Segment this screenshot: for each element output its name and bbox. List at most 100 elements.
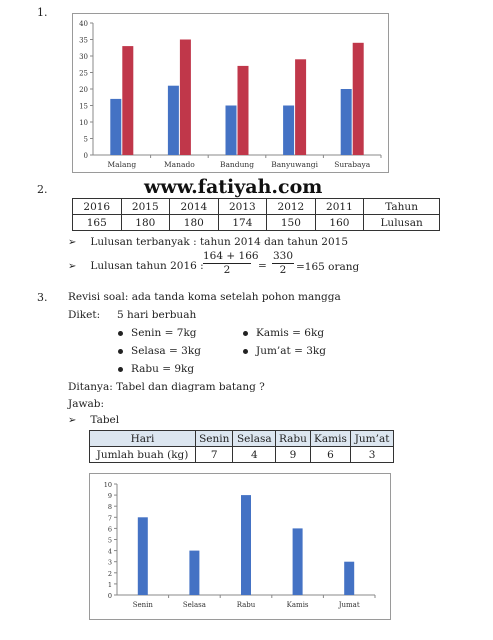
table-row: Hari Senin Selasa Rabu Kamis Jum’at: [89, 430, 394, 447]
bar: [344, 561, 355, 595]
table-cell: 180: [120, 214, 171, 231]
x-tick-label: Surabaya: [334, 160, 371, 169]
y-tick-label: 9: [108, 492, 112, 500]
bullet-text: Senin = 7kg: [131, 327, 197, 339]
fraction-denominator: 2: [279, 264, 287, 276]
bullet-item: Jum’at = 3kg: [243, 345, 326, 357]
bullet-item: Senin = 7kg: [118, 327, 197, 339]
y-tick-label: 1: [108, 581, 112, 589]
answer-line-1: ➢ Lulusan terbanyak : tahun 2014 dan tahu…: [68, 236, 348, 248]
bar: [110, 98, 122, 155]
bullet-item: Selasa = 3kg: [118, 345, 201, 357]
y-tick-label: 7: [108, 514, 112, 522]
table-cell: 150: [266, 214, 316, 231]
bullet-icon: [243, 330, 248, 336]
table-cell: 160: [314, 214, 365, 231]
bullet-text: Kamis = 6kg: [256, 327, 325, 339]
table-row: 2016 2015 2014 2013 2012 2011 Tahun: [72, 198, 440, 215]
bar: [179, 39, 191, 155]
table-cell: 2015: [120, 198, 171, 215]
bar: [122, 46, 134, 155]
bullet-item: Kamis = 6kg: [243, 327, 324, 339]
x-tick-label: Kamis: [287, 601, 309, 609]
y-tick-label: 5: [84, 136, 88, 144]
bar: [352, 42, 364, 155]
bar: [283, 105, 295, 155]
y-tick-label: 30: [79, 53, 88, 61]
bar: [189, 550, 200, 595]
bullet-icon: [118, 330, 123, 336]
y-tick-label: 3: [108, 559, 112, 567]
y-tick-label: 0: [84, 152, 88, 160]
watermark: www.fatiyah.com: [144, 176, 323, 198]
arrow-bullet-icon: ➢: [68, 261, 77, 272]
bullet-text: Selasa = 3kg: [131, 345, 201, 357]
y-tick-label: 10: [104, 481, 112, 489]
table-cell: Kamis: [309, 430, 352, 447]
table-cell: Selasa: [232, 430, 277, 447]
table-cell: Rabu: [275, 430, 311, 447]
y-tick-label: 0: [108, 592, 112, 600]
table-cell: 4: [232, 446, 277, 463]
bullet-icon: [243, 348, 248, 354]
bar: [237, 65, 249, 155]
diket-text: 5 hari berbuah: [117, 309, 197, 321]
x-tick-label: Manado: [164, 160, 195, 169]
chart-1: 0 5 10 15 20 25 30 35 40 Malang Manado Bandung Banyu…: [79, 20, 382, 169]
table-cell: 165: [72, 214, 122, 231]
table-cell: 2013: [217, 198, 268, 215]
bullet-icon: [118, 366, 123, 372]
table-cell: 7: [194, 446, 234, 463]
x-tick-label: Selasa: [183, 601, 206, 609]
bar: [167, 85, 179, 155]
table-cell: Lulusan: [363, 214, 440, 231]
y-tick-label: 8: [108, 503, 112, 511]
bullet-text: Rabu = 9kg: [131, 363, 195, 375]
bar: [292, 528, 303, 595]
bar: [340, 89, 352, 155]
table-cell: 2012: [266, 198, 316, 215]
y-tick-label: 35: [79, 37, 88, 45]
x-tick-label: Rabu: [237, 601, 256, 609]
bar: [241, 495, 251, 595]
table-cell: Senin: [194, 430, 234, 447]
x-tick-label: Malang: [107, 160, 136, 169]
result-text: =165 orang: [296, 261, 360, 273]
arrow-bullet-icon: ➢: [68, 415, 77, 426]
y-tick-label: 10: [79, 119, 88, 127]
equals-sign: =: [258, 260, 267, 272]
chart-1-frame: 0 5 10 15 20 25 30 35 40 Malang Manado Bandung Banyu…: [72, 13, 389, 173]
fraction-denominator: 2: [223, 264, 231, 276]
answer-text: Lulusan tahun 2016 :: [90, 260, 204, 272]
table-row: Jumlah buah (kg) 7 4 9 6 3: [89, 446, 394, 463]
fraction-1: 164 + 166 2: [203, 250, 259, 276]
y-tick-label: 20: [79, 86, 88, 94]
buah-table: Hari Senin Selasa Rabu Kamis Jum’at Juml…: [89, 430, 394, 463]
table-cell: 9: [275, 446, 311, 463]
jawab-line: Jawab:: [68, 398, 104, 410]
bar: [295, 59, 307, 155]
y-tick-label: 15: [79, 103, 88, 111]
chart-2: 0 1 2 3 4 5 6 7 8 9 10 Senin Selasa Rabu Kamis Jumat: [104, 481, 376, 609]
bullet-text: Jum’at = 3kg: [256, 345, 326, 357]
bullet-icon: [118, 348, 123, 354]
table-cell: Hari: [89, 430, 196, 447]
x-tick-label: Bandung: [220, 160, 254, 169]
y-tick-label: 5: [108, 537, 112, 545]
y-tick-label: 2: [108, 570, 112, 578]
question-3-number: 3.: [37, 291, 48, 304]
revisi-line: Revisi soal: ada tanda koma setelah poho…: [68, 291, 341, 303]
y-tick-label: 40: [79, 20, 88, 28]
y-tick-label: 6: [108, 525, 112, 533]
tabel-line: ➢ Tabel: [68, 414, 119, 426]
bullet-item: Rabu = 9kg: [118, 363, 194, 375]
table-cell: 180: [169, 214, 219, 231]
table-cell: 6: [309, 446, 352, 463]
question-2-number: 2.: [37, 183, 48, 196]
lulusan-table: 2016 2015 2014 2013 2012 2011 Tahun 165 …: [72, 198, 440, 231]
answer-line-2: ➢ Lulusan tahun 2016 :: [68, 252, 204, 282]
fraction-numerator: 164 + 166: [203, 250, 259, 264]
x-tick-label: Senin: [133, 601, 154, 609]
chart-2-frame: 0 1 2 3 4 5 6 7 8 9 10 Senin Selasa Rabu Kamis Jumat: [89, 473, 391, 620]
table-cell: 174: [217, 214, 268, 231]
